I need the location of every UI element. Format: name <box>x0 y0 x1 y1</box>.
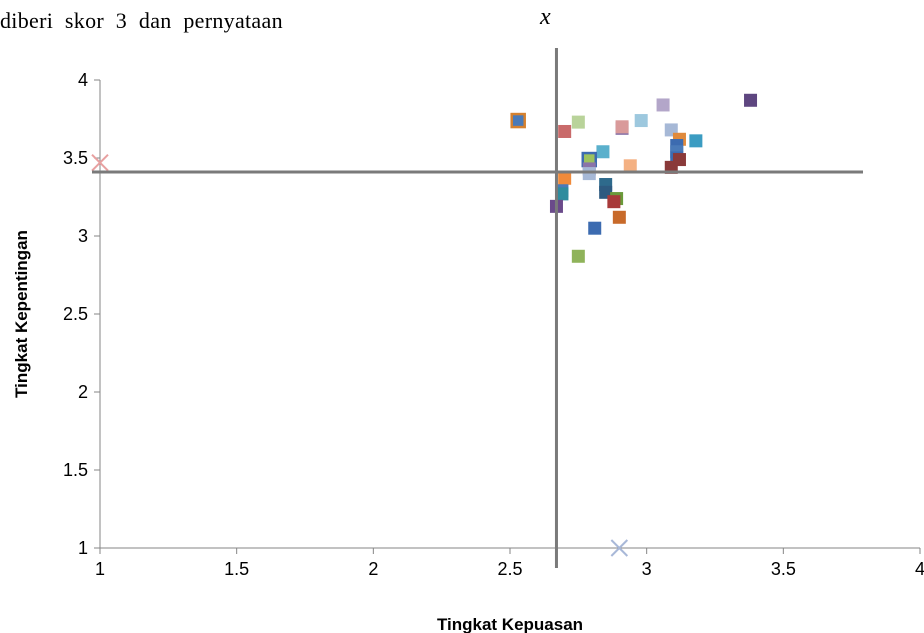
y-tick-label-5: 3.5 <box>63 148 88 168</box>
data-point-20 <box>623 159 637 173</box>
y-tick-label-3: 2.5 <box>63 304 88 324</box>
y-tick-label-2: 2 <box>78 382 88 402</box>
y-tick-label-1: 1.5 <box>63 460 88 480</box>
data-point-23 <box>555 187 569 201</box>
data-point-29 <box>612 210 626 224</box>
data-point-4 <box>615 120 629 134</box>
x-tick-label-5: 3.5 <box>771 559 796 579</box>
points-layer <box>91 93 758 557</box>
x-tick-label-6: 4 <box>915 559 924 579</box>
x-axis-title: Tingkat Kepuasan <box>437 615 583 633</box>
data-point-0 <box>510 112 526 129</box>
data-point-2 <box>571 115 585 129</box>
labels-layer: 1 1.5 2 2.5 3 3.5 4 1 1.5 2 2.5 3 3.5 4 Tingkat Kepuas… <box>12 70 924 633</box>
data-point-6 <box>656 98 670 112</box>
data-point-19 <box>582 167 596 181</box>
caption-text: diberi skor 3 dan pernyataan <box>0 8 283 33</box>
quadrant-lines-layer <box>92 48 863 568</box>
x-tick-label-3: 2.5 <box>497 559 522 579</box>
cross-marker-0 <box>91 153 109 172</box>
y-axis-title: Tingkat Kepentingan <box>12 230 31 398</box>
data-point-5 <box>634 114 648 128</box>
x-tick-label-1: 1.5 <box>224 559 249 579</box>
data-point-30 <box>588 221 602 235</box>
data-point-10 <box>744 93 758 107</box>
cross-marker-stroke <box>91 153 109 172</box>
data-point-1 <box>558 124 572 138</box>
x-tick-label-2: 2 <box>368 559 378 579</box>
data-point-9 <box>689 134 703 148</box>
y-tick-label-6: 4 <box>78 70 88 90</box>
data-point-16 <box>596 145 610 159</box>
data-point-31 <box>571 249 585 263</box>
x-tick-label-0: 1 <box>95 559 105 579</box>
x-tick-label-4: 3 <box>642 559 652 579</box>
cross-marker-1 <box>610 539 629 557</box>
cross-marker-stroke <box>610 539 629 557</box>
y-tick-label-4: 3 <box>78 226 88 246</box>
axes-layer <box>94 79 921 554</box>
y-tick-label-0: 1 <box>78 538 88 558</box>
caption-variable: x <box>540 4 551 30</box>
data-point-27 <box>607 195 621 209</box>
data-point-21 <box>558 171 572 185</box>
